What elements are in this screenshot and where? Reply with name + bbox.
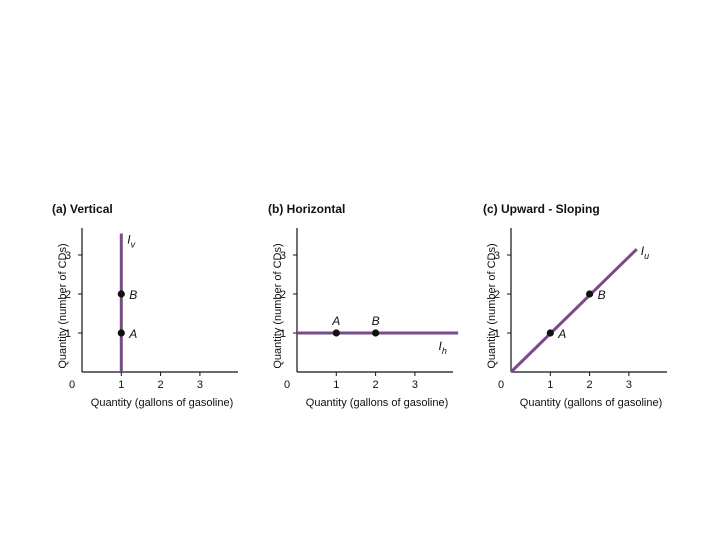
y-axis-label: Quantity (number of CDs)	[486, 243, 498, 368]
y-tick-label: 2	[65, 289, 71, 301]
y-tick-label: 1	[65, 328, 71, 340]
x-tick-label: 3	[412, 379, 418, 391]
x-tick-label: 2	[373, 379, 379, 391]
point-label-b: B	[129, 288, 137, 302]
y-tick-label: 3	[280, 250, 286, 262]
panel-1: (a) Vertical 0 1 2 3 1 2 3 Quantity (gallons of …	[52, 202, 238, 409]
y-tick-label: 1	[494, 328, 500, 340]
x-tick-label: 2	[587, 379, 593, 391]
point-label-a: A	[128, 327, 137, 341]
x-axis-label: Quantity (gallons of gasoline)	[91, 397, 233, 409]
y-tick-label: 2	[494, 289, 500, 301]
x-tick-label: 1	[333, 379, 339, 391]
curve-label: Iv	[127, 233, 135, 250]
point-a	[546, 329, 554, 337]
origin-label: 0	[284, 379, 290, 391]
panel-3: (c) Upward - Sloping 0 1 2 3 1 2 3 Quantity (gal…	[483, 202, 667, 409]
x-tick-label: 1	[547, 379, 553, 391]
y-tick-label: 2	[280, 289, 286, 301]
point-label-b: B	[372, 314, 380, 328]
point-b	[372, 329, 380, 337]
x-tick-label: 3	[197, 379, 203, 391]
curve-label: Iu	[641, 244, 649, 261]
curve-label: Ih	[438, 339, 446, 356]
point-b	[117, 290, 125, 298]
panel-title: (b) Horizontal	[268, 202, 345, 216]
origin-label: 0	[69, 379, 75, 391]
y-axis-label: Quantity (number of CDs)	[272, 243, 284, 368]
x-tick-label: 1	[118, 379, 124, 391]
panel-2: (b) Horizontal 0 1 2 3 1 2 3 Quantity (gallons o…	[268, 202, 459, 409]
x-axis-label: Quantity (gallons of gasoline)	[520, 397, 662, 409]
panel-title: (c) Upward - Sloping	[483, 202, 600, 216]
x-tick-label: 3	[626, 379, 632, 391]
y-axis-label: Quantity (number of CDs)	[57, 243, 69, 368]
point-label-a: A	[557, 327, 566, 341]
origin-label: 0	[498, 379, 504, 391]
x-tick-label: 2	[158, 379, 164, 391]
point-b	[586, 290, 594, 298]
indifference-curve	[509, 248, 638, 374]
point-label-b: B	[598, 288, 606, 302]
y-tick-label: 3	[65, 250, 71, 262]
panel-title: (a) Vertical	[52, 202, 113, 216]
y-tick-label: 3	[494, 250, 500, 262]
point-label-a: A	[331, 314, 340, 328]
point-a	[117, 329, 125, 337]
point-a	[332, 329, 340, 337]
x-axis-label: Quantity (gallons of gasoline)	[306, 397, 448, 409]
y-tick-label: 1	[280, 328, 286, 340]
